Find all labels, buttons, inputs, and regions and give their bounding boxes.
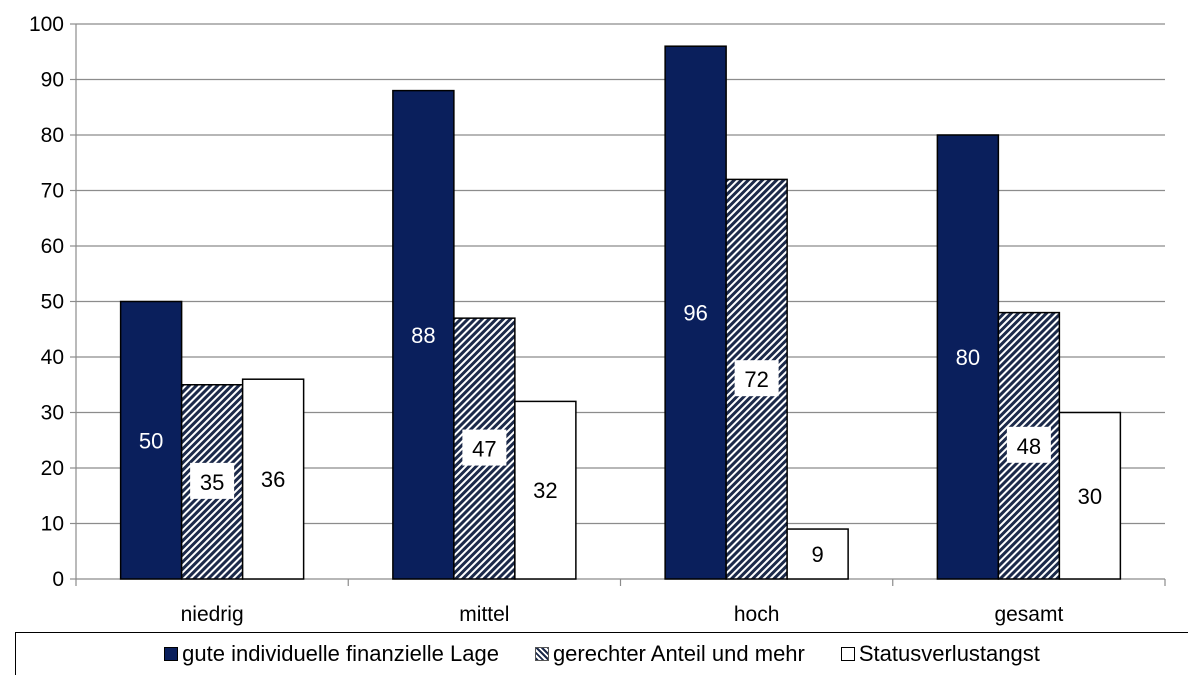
legend-label: Statusverlustangst	[858, 641, 1040, 666]
data-label-background	[190, 462, 235, 499]
legend: gute individuelle finanzielle Lage gerech…	[15, 632, 1188, 675]
y-tick-label: 60	[41, 235, 64, 258]
bar-0-niedrig	[119, 300, 183, 580]
bar-0-gesamt	[936, 134, 1000, 580]
data-label: 9	[812, 542, 824, 567]
y-tick-label: 90	[41, 69, 64, 92]
bar-2-mittel	[514, 400, 577, 580]
x-category-label: mittel	[459, 603, 509, 626]
y-tick-label: 0	[52, 568, 64, 591]
data-label: 80	[956, 345, 980, 370]
y-tick-label: 10	[41, 513, 64, 536]
data-label: 50	[139, 428, 163, 453]
legend-item: gute individuelle finanzielle Lage	[164, 641, 499, 667]
y-tick-label: 100	[29, 13, 64, 36]
legend-label: gute individuelle finanzielle Lage	[182, 641, 499, 666]
legend-swatch	[164, 647, 179, 661]
legend-swatch	[534, 647, 549, 661]
data-label: 96	[683, 301, 707, 326]
x-category-label: gesamt	[994, 603, 1063, 626]
data-label: 35	[200, 470, 224, 495]
data-label: 47	[472, 437, 496, 462]
y-tick-label: 30	[41, 402, 64, 425]
x-category-label: niedrig	[181, 603, 244, 626]
bar-chart: 0 10 20 30 40 50 60 70 80 90 100 niedrig mittel hoch g…	[29, 13, 1166, 626]
y-tick-label: 20	[41, 457, 64, 480]
legend-item: gerechter Anteil und mehr	[534, 641, 805, 667]
y-tick-label: 50	[41, 291, 64, 314]
bar-2-hoch	[786, 528, 849, 580]
data-label: 30	[1078, 484, 1102, 509]
legend-label: gerechter Anteil und mehr	[552, 641, 805, 666]
legend-swatch	[840, 647, 855, 661]
data-label-background	[734, 360, 779, 397]
bars	[119, 45, 1122, 580]
data-label-background	[462, 429, 507, 466]
y-tick-label: 70	[41, 180, 64, 203]
y-tick-label: 80	[41, 124, 64, 147]
data-label: 36	[261, 467, 285, 492]
y-tick-label: 40	[41, 346, 64, 369]
axes: 0 10 20 30 40 50 60 70 80 90 100 niedrig mittel hoch g…	[29, 13, 1166, 626]
data-labels: 50 35 36 88 47 32 96 72 9 80 48 30	[139, 301, 1102, 567]
bar-0-hoch	[664, 45, 727, 580]
data-label: 88	[411, 323, 435, 348]
legend-item: Statusverlustangst	[840, 641, 1040, 667]
data-label: 32	[533, 478, 557, 503]
data-label-background	[1006, 426, 1051, 463]
bar-2-gesamt	[1058, 411, 1122, 580]
x-category-label: hoch	[734, 603, 780, 626]
data-label: 48	[1017, 434, 1041, 459]
bar-2-niedrig	[241, 378, 305, 580]
data-label: 72	[744, 367, 768, 392]
